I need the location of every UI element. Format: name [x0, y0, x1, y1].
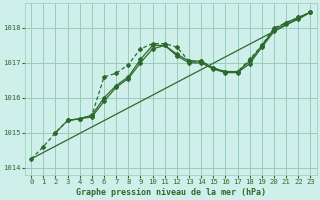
X-axis label: Graphe pression niveau de la mer (hPa): Graphe pression niveau de la mer (hPa) [76, 188, 266, 197]
